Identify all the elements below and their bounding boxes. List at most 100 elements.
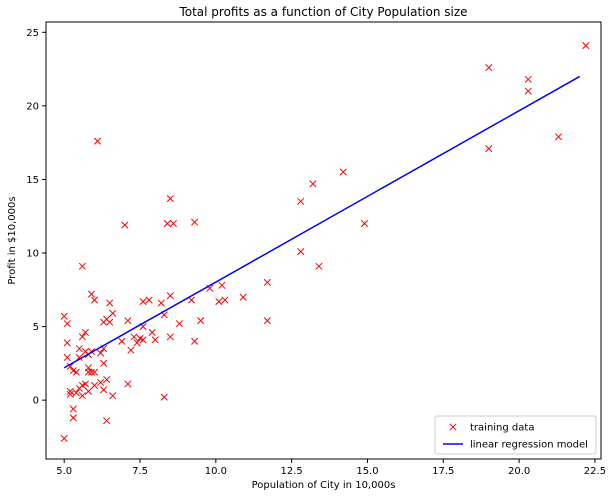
legend-entries: training data linear regression model bbox=[443, 423, 588, 451]
data-point bbox=[166, 292, 174, 300]
data-point bbox=[90, 381, 99, 389]
data-point bbox=[106, 299, 114, 307]
data-point bbox=[72, 389, 80, 397]
data-point bbox=[75, 345, 83, 353]
data-point bbox=[78, 262, 86, 270]
data-point bbox=[66, 362, 74, 370]
data-point bbox=[139, 336, 147, 344]
data-point bbox=[309, 180, 317, 188]
data-point bbox=[166, 333, 174, 341]
data-point bbox=[66, 387, 74, 395]
x-tick-label: 22.5 bbox=[584, 466, 606, 477]
data-point bbox=[124, 380, 132, 388]
data-point bbox=[103, 417, 111, 425]
data-point bbox=[151, 336, 159, 344]
y-tick-label: 0 bbox=[33, 396, 39, 407]
x-tick-label: 17.5 bbox=[432, 466, 454, 477]
data-point bbox=[121, 221, 129, 229]
legend: training data linear regression model bbox=[434, 415, 597, 455]
legend-label: linear regression model bbox=[470, 440, 588, 451]
data-point bbox=[103, 375, 111, 384]
data-point bbox=[221, 296, 229, 304]
data-point bbox=[84, 387, 93, 395]
plot-frame bbox=[45, 21, 602, 460]
data-point bbox=[239, 293, 247, 301]
data-point bbox=[191, 337, 199, 345]
y-tick-label: 10 bbox=[26, 249, 39, 260]
data-point bbox=[188, 296, 196, 304]
data-point bbox=[145, 296, 153, 304]
y-tick-label: 15 bbox=[26, 175, 39, 186]
x-tick-label: 12.5 bbox=[281, 466, 303, 477]
data-point bbox=[81, 328, 89, 337]
data-point bbox=[485, 64, 493, 72]
data-point bbox=[106, 318, 114, 326]
data-point bbox=[84, 364, 93, 372]
data-point bbox=[130, 333, 138, 341]
data-point bbox=[100, 386, 108, 394]
data-point bbox=[169, 220, 177, 228]
data-point bbox=[90, 368, 99, 376]
data-point bbox=[69, 405, 77, 413]
regression-line bbox=[63, 75, 581, 369]
legend-x-marker-icon bbox=[449, 423, 457, 431]
x-tick-label: 7.5 bbox=[132, 466, 148, 477]
data-point bbox=[197, 317, 205, 325]
data-point bbox=[339, 168, 347, 176]
data-point bbox=[69, 414, 77, 422]
x-tick-label: 15.0 bbox=[356, 466, 378, 477]
legend-box bbox=[434, 415, 597, 455]
training-data-series bbox=[60, 41, 590, 442]
y-axis-label: Profit in $10,000s bbox=[7, 196, 18, 284]
data-point bbox=[191, 218, 199, 226]
data-point bbox=[124, 317, 132, 325]
data-point bbox=[524, 87, 532, 95]
chart-title: Total profits as a function of City Popu… bbox=[178, 5, 467, 19]
data-point bbox=[218, 281, 226, 289]
x-axis-label: Population of City in 10,000s bbox=[252, 480, 396, 491]
data-point bbox=[81, 380, 89, 388]
data-point bbox=[109, 309, 117, 317]
data-point bbox=[78, 392, 86, 400]
data-point bbox=[297, 247, 305, 256]
data-point bbox=[63, 353, 71, 362]
data-point bbox=[139, 298, 147, 306]
y-tick-label: 20 bbox=[26, 101, 39, 112]
data-point bbox=[160, 393, 168, 401]
data-point bbox=[90, 296, 99, 304]
data-point bbox=[87, 368, 96, 376]
data-point bbox=[554, 133, 563, 141]
data-point bbox=[118, 337, 126, 345]
legend-label: training data bbox=[470, 423, 534, 434]
data-point bbox=[66, 390, 74, 398]
series-layer bbox=[60, 41, 590, 442]
data-point bbox=[109, 392, 117, 400]
data-point bbox=[582, 41, 590, 50]
data-point bbox=[63, 339, 71, 347]
data-point bbox=[127, 346, 135, 354]
y-axis-ticks: 0 5 10 15 20 25 bbox=[26, 28, 46, 407]
data-point bbox=[524, 75, 532, 83]
data-point bbox=[87, 290, 96, 298]
x-tick-label: 10.0 bbox=[205, 466, 227, 477]
data-point bbox=[63, 320, 71, 328]
data-point bbox=[175, 320, 183, 328]
data-point bbox=[263, 317, 271, 325]
data-point bbox=[360, 220, 368, 228]
data-point bbox=[157, 299, 165, 307]
x-tick-label: 5.0 bbox=[56, 466, 72, 477]
data-point bbox=[78, 333, 86, 341]
data-point bbox=[297, 197, 305, 206]
data-point bbox=[166, 195, 174, 203]
data-point bbox=[60, 312, 68, 320]
data-point bbox=[315, 262, 323, 270]
data-point bbox=[100, 359, 108, 367]
data-point bbox=[215, 298, 223, 306]
data-point bbox=[94, 137, 102, 145]
legend-entry: training data bbox=[449, 423, 534, 434]
data-point bbox=[60, 434, 68, 442]
data-point bbox=[263, 278, 271, 286]
y-tick-label: 5 bbox=[33, 322, 39, 333]
data-point bbox=[133, 339, 141, 347]
